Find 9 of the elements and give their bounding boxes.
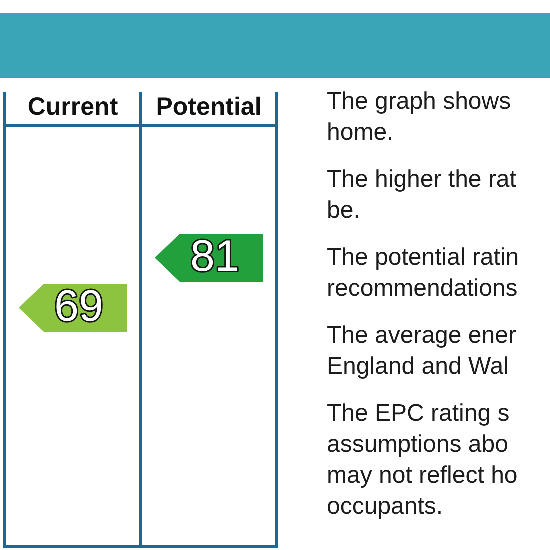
text: The higher the rat be. [327, 165, 518, 226]
text: The potential ratin recommendations [327, 243, 520, 304]
text: The graph shows home. [327, 87, 512, 148]
data-label: 69 [54, 282, 104, 332]
text: The EPC rating s assumptions abo may not reflect ho occupants. [327, 399, 519, 522]
category-label: Current [28, 92, 119, 121]
text: The average ener England and Wal [327, 321, 518, 382]
data-label: 81 [190, 232, 240, 282]
category-label: Potential [156, 92, 262, 121]
